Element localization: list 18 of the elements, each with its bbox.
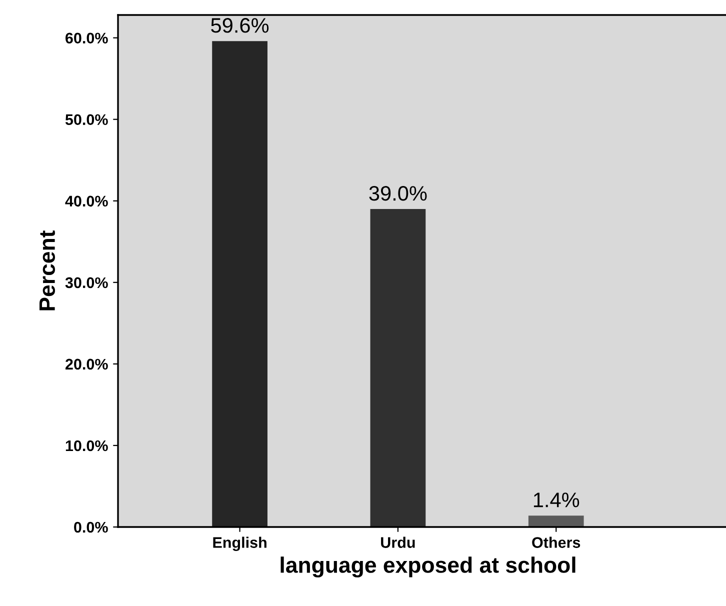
x-axis-title: language exposed at school — [280, 556, 576, 578]
y-tick-label: 50.0% — [65, 114, 108, 126]
data-label: 59.6% — [211, 18, 269, 33]
y-tick-label: 40.0% — [65, 196, 108, 207]
data-label: 39.0% — [369, 186, 427, 201]
x-tick-label: Others — [532, 536, 580, 548]
data-label: 1.4% — [534, 492, 580, 508]
x-tick-label: Urdu — [381, 536, 415, 548]
y-tick-label: 0.0% — [74, 522, 108, 533]
bar — [212, 41, 268, 527]
y-tick-label: 30.0% — [65, 277, 108, 288]
bar — [370, 209, 426, 527]
y-tick-label: 20.0% — [65, 358, 108, 370]
x-tick-label: English — [213, 536, 266, 552]
y-tick-label: 60.0% — [66, 32, 108, 44]
y-axis-title: Percent — [40, 230, 56, 310]
bar — [528, 516, 584, 527]
y-tick-label: 10.0% — [66, 440, 108, 452]
